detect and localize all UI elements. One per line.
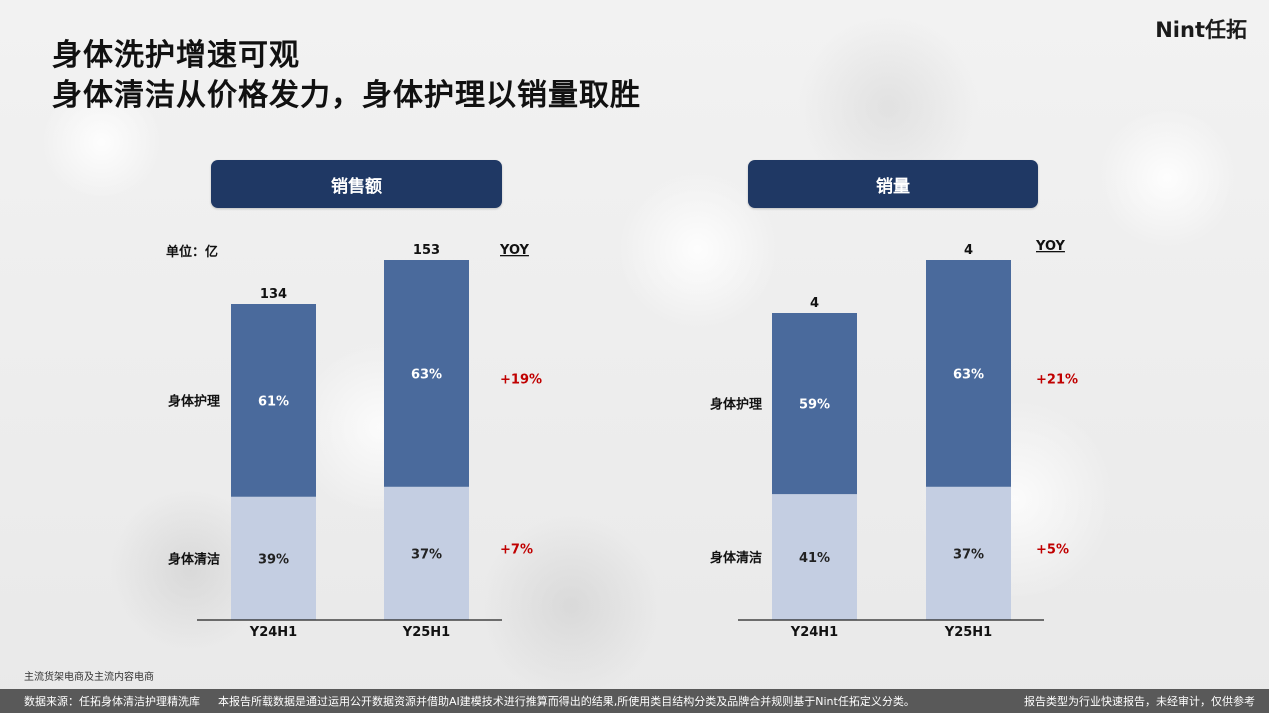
- total-label-0-0: 134: [260, 287, 287, 302]
- yoy-header-0: YOY: [499, 243, 530, 258]
- series-name-clean-1: 身体清洁: [710, 550, 762, 566]
- bar-care-0-1: [384, 260, 469, 487]
- label-clean-0-1: 37%: [411, 547, 442, 562]
- bar-care-0-0: [231, 304, 316, 497]
- bar-clean-0-1: [384, 486, 469, 620]
- footer-disclaimer: 本报告所载数据是通过运用公开数据资源并借助AI建模技术进行推算而得出的结果,所使…: [218, 695, 915, 708]
- label-care-1-0: 59%: [799, 398, 830, 413]
- label-care-0-1: 63%: [411, 367, 442, 382]
- yoy-clean-1: +5%: [1036, 542, 1069, 557]
- yoy-header-1: YOY: [1035, 239, 1066, 254]
- total-label-0-1: 153: [413, 243, 440, 258]
- scope-note: 主流货架电商及主流内容电商: [24, 672, 154, 683]
- bar-clean-1-0: [772, 494, 857, 620]
- chart-header-volume: 销量: [748, 160, 1038, 208]
- category-label-0-0: Y24H1: [249, 625, 297, 640]
- bar-clean-1-1: [926, 486, 1011, 620]
- footer-source: 数据来源：任拓身体清洁护理精洗库: [24, 695, 200, 708]
- total-label-1-0: 4: [810, 296, 819, 311]
- category-label-1-0: Y24H1: [790, 625, 838, 640]
- total-label-1-1: 4: [964, 243, 973, 258]
- label-care-0-0: 61%: [258, 394, 289, 409]
- chart-header-sales: 销售额: [211, 160, 502, 208]
- series-name-clean-0: 身体清洁: [168, 551, 220, 567]
- unit-label-0: 单位：亿: [166, 244, 218, 260]
- footer-bar: 数据来源：任拓身体清洁护理精洗库 本报告所载数据是通过运用公开数据资源并借助AI…: [0, 689, 1269, 713]
- bar-care-1-0: [772, 313, 857, 495]
- series-name-care-1: 身体护理: [710, 397, 762, 413]
- series-name-care-0: 身体护理: [168, 393, 220, 409]
- yoy-care-1: +21%: [1036, 372, 1078, 387]
- page-title: 身体洗护增速可观 身体清洁从价格发力，身体护理以销量取胜: [52, 36, 641, 116]
- yoy-clean-0: +7%: [500, 542, 533, 557]
- nint-logo: Nint任拓: [1155, 18, 1247, 42]
- label-clean-0-0: 39%: [258, 552, 289, 567]
- bar-clean-0-0: [231, 496, 316, 620]
- category-label-1-1: Y25H1: [944, 625, 992, 640]
- category-label-0-1: Y25H1: [402, 625, 450, 640]
- title-line-1: 身体洗护增速可观: [52, 38, 300, 73]
- label-care-1-1: 63%: [953, 367, 984, 382]
- title-line-2: 身体清洁从价格发力，身体护理以销量取胜: [52, 78, 641, 113]
- yoy-care-0: +19%: [500, 372, 542, 387]
- label-clean-1-1: 37%: [953, 547, 984, 562]
- label-clean-1-0: 41%: [799, 551, 830, 566]
- footer-report-type: 报告类型为行业快速报告，未经审计，仅供参考: [1024, 695, 1255, 708]
- bar-care-1-1: [926, 260, 1011, 487]
